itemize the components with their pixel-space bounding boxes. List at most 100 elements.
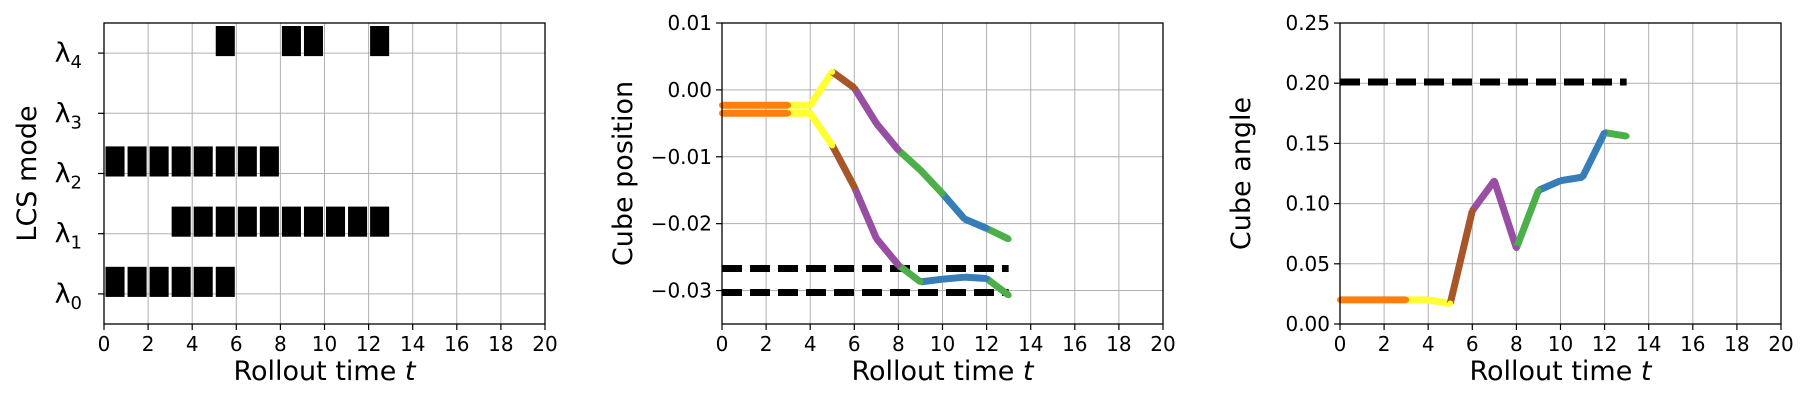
x-tick-label: 2 [1378,332,1391,356]
mode-cell [127,266,147,297]
x-tick-label: 20 [1150,332,1175,356]
series-segment [873,236,902,268]
series-point [1005,292,1012,299]
series-segment [851,86,880,126]
mode-cell [215,26,235,57]
y-axis-label: Cube angle [1226,97,1257,250]
x-axis-label: Rollout time t [233,356,416,387]
x-tick-label: 16 [1062,332,1087,356]
x-tick-label: 12 [1592,332,1617,356]
x-axis-label: Rollout time t [851,356,1034,387]
series-point [983,275,990,282]
series-point [1469,207,1476,214]
mode-cell [348,206,368,237]
x-tick-label: 4 [804,332,817,356]
series-point [1601,129,1608,136]
series-point [1447,300,1454,307]
series-segment [1446,210,1476,305]
mode-cell [259,206,279,237]
y-tick-label: 0.25 [1285,11,1330,35]
mode-cell [193,206,213,237]
x-tick-label: 0 [716,332,729,356]
mode-cell [171,206,191,237]
series-segment [917,167,946,196]
series-segment [829,143,858,189]
mode-cell [370,206,390,237]
series-point [741,102,748,109]
series-point [851,183,858,190]
mode-cell [193,266,213,297]
mode-cell [215,146,235,177]
x-tick-label: 14 [400,332,425,356]
x-tick-label: 14 [1018,332,1043,356]
y-tick-label: −0.03 [651,279,712,303]
series-segment [963,215,988,232]
series-point [873,120,880,127]
mode-cell [149,266,169,297]
mode-cell [326,206,346,237]
series-point [807,102,814,109]
y-tick-label: λ0 [55,279,82,314]
y-tick-label: λ2 [55,159,82,194]
series-segment [807,111,836,148]
series-point [1359,296,1366,303]
series-point [763,102,770,109]
x-tick-label: 14 [1636,332,1661,356]
series-point [961,274,968,281]
x-tick-label: 2 [142,332,155,356]
y-tick-label: 0.00 [667,78,712,102]
mode-cell [193,146,213,177]
series-point [741,110,748,117]
series-point [1535,187,1542,194]
series-segment [851,185,880,240]
x-tick-label: 20 [532,332,557,356]
series-point [961,215,968,222]
x-tick-label: 0 [1334,332,1347,356]
series-segment [1559,173,1584,185]
mode-cell [281,206,301,237]
series-segment [1579,131,1608,179]
x-tick-label: 4 [1422,332,1435,356]
y-tick-label: −0.02 [651,212,712,236]
series-segment [939,191,968,222]
x-tick-label: 16 [444,332,469,356]
series-point [829,142,836,149]
series-segment [1604,129,1628,140]
series-point [785,102,792,109]
mode-cell [215,266,235,297]
series-segment [830,68,857,91]
series-point [1381,296,1388,303]
chart-lcs: 0 2 4 6 8 10 12 14 16 18 20 λ0 λ1 λ2 λ3 λ4 Rollout time … [12,22,558,387]
series-point [1491,177,1498,184]
series-point [851,84,858,91]
x-tick-label: 8 [892,332,905,356]
mode-cell [237,206,257,237]
mode-cell [127,146,147,177]
series-segment [942,273,965,283]
mode-cell [303,26,323,57]
chart-position: 0 2 4 6 8 10 12 14 16 18 20 0.01 0.00 −0.01 −0.02 −0.03… [608,11,1176,387]
x-tick-label: 18 [1106,332,1131,356]
x-tick-label: 16 [1680,332,1705,356]
series-segment [1491,179,1520,250]
x-tick-label: 8 [274,332,287,356]
x-tick-label: 18 [488,332,513,356]
series-point [873,235,880,242]
series-point [1557,177,1564,184]
series-segment [1537,177,1562,194]
series-point [829,68,836,75]
x-tick-label: 6 [848,332,861,356]
series-segment [1469,178,1498,213]
series-point [917,278,924,285]
mode-cell [303,206,323,237]
chart-angle: 0 2 4 6 8 10 12 14 16 18 20 0.25 0.20 0.15 0.10 0.05 0.0… [1226,11,1794,387]
mode-cell [281,26,301,57]
y-tick-label: 0.15 [1285,131,1330,155]
series-point [1005,236,1012,243]
x-tick-label: 4 [186,332,199,356]
x-tick-label: 18 [1724,332,1749,356]
y-axis-label: LCS mode [12,105,43,241]
x-tick-label: 6 [230,332,243,356]
mode-cell [259,146,279,177]
